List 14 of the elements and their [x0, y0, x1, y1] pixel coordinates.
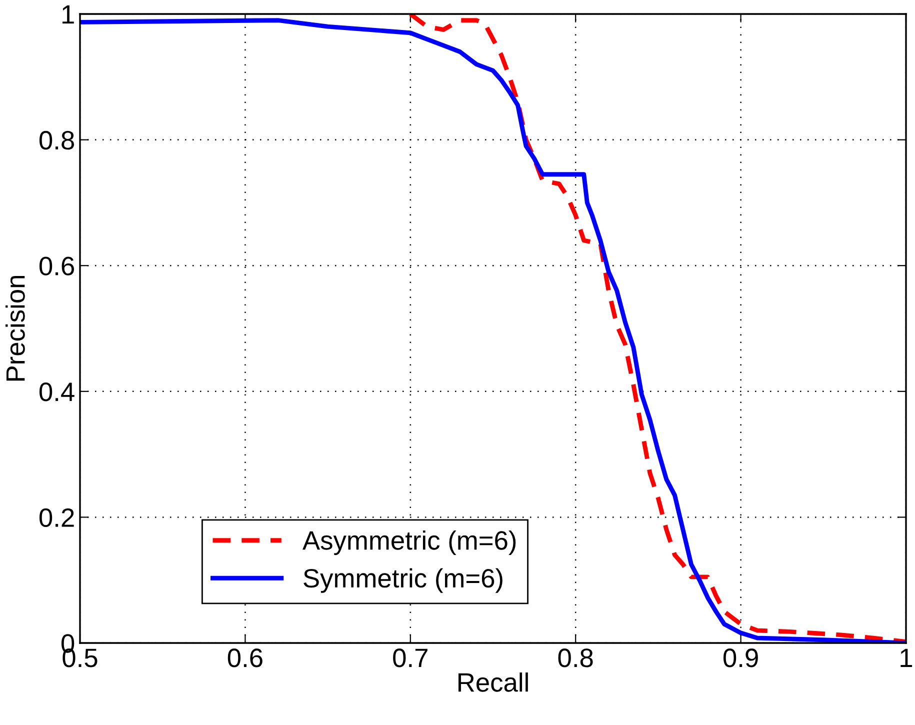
y-axis-title: Precision: [6, 276, 25, 381]
x-tick-label: 0.8: [558, 648, 593, 668]
y-tick-label: 1: [62, 5, 74, 24]
legend-label: Symmetric (m=6): [304, 568, 502, 593]
y-tick-label: 0.4: [39, 382, 74, 402]
y-tick-label: 0.8: [39, 130, 74, 150]
x-tick-label: 0.6: [228, 648, 262, 668]
y-tick-label: 0.6: [39, 256, 74, 276]
x-tick-label: 0.9: [723, 648, 758, 668]
x-tick-label: 0.7: [393, 648, 428, 668]
y-tick-label: 0.2: [39, 508, 74, 528]
legend-label: Asymmetric (m=6): [302, 530, 516, 556]
x-tick-label: 1: [900, 648, 912, 667]
x-axis-title: Recall: [458, 672, 528, 692]
